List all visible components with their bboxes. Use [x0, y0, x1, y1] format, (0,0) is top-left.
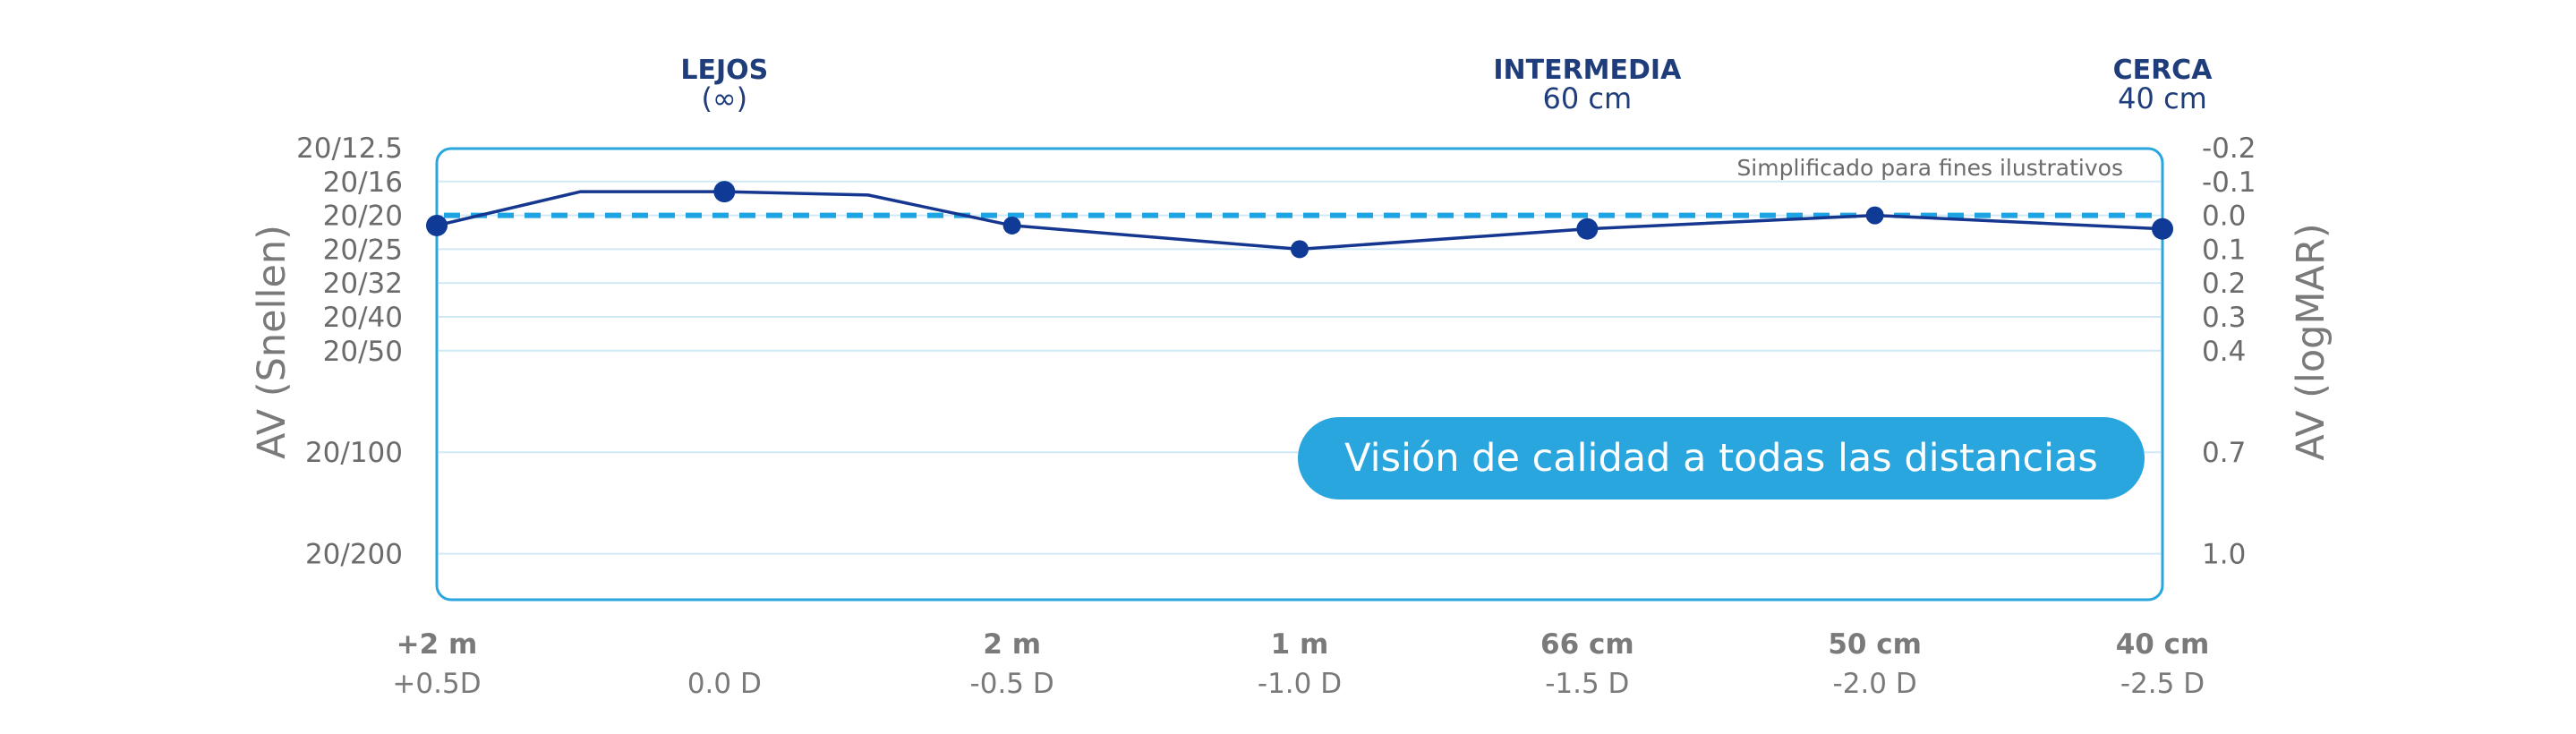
logmar-tick-label: -0.2 — [2202, 132, 2256, 165]
zone-name-label: CERCA — [2113, 55, 2213, 86]
logmar-tick-label: 0.7 — [2202, 437, 2246, 469]
x-tick-labels: +2 m +0.5D 0.0 D 2 m -0.5 D 1 m -1.0 D 66 cm -1.… — [392, 628, 2209, 700]
data-point — [426, 214, 448, 236]
x-tick-diopter-label: -0.5 D — [970, 668, 1054, 700]
snellen-tick-label: 20/50 — [323, 336, 403, 368]
x-tick-distance-label: 1 m — [1271, 628, 1329, 661]
snellen-tick-label: 20/25 — [323, 234, 403, 266]
left-axis-title: AV (Snellen) — [250, 225, 294, 459]
zone-sub-label: 40 cm — [2118, 81, 2207, 115]
logmar-tick-labels: -0.2-0.10.00.10.20.30.4 0.7 1.0 — [2202, 132, 2256, 571]
x-tick-diopter-label: 0.0 D — [687, 668, 762, 700]
x-tick-distance-label: 2 m — [983, 628, 1041, 661]
x-tick-distance-label: 50 cm — [1828, 628, 1922, 661]
data-point — [1865, 206, 1884, 225]
zone-name-label: INTERMEDIA — [1493, 55, 1682, 86]
snellen-tick-label: 20/16 — [323, 166, 403, 199]
logmar-tick-label: 0.4 — [2202, 336, 2246, 368]
snellen-tick-label: 20/20 — [323, 201, 403, 233]
x-tick-distance-label: 40 cm — [2116, 628, 2210, 661]
data-point — [2152, 218, 2173, 240]
right-axis-title: AV (logMAR) — [2289, 223, 2333, 460]
zone-name-label: LEJOS — [680, 55, 768, 86]
series-layer — [426, 181, 2173, 259]
logmar-tick-label: 1.0 — [2202, 539, 2246, 571]
data-point — [1002, 216, 1021, 235]
logmar-tick-label: 0.0 — [2202, 201, 2246, 233]
x-tick-diopter-label: -2.0 D — [1833, 668, 1917, 700]
snellen-tick-label: 20/12.5 — [296, 132, 403, 165]
note-text: Simplificado para fines ilustrativos — [1736, 155, 2123, 181]
data-point — [713, 181, 736, 203]
logmar-tick-label: 0.1 — [2202, 234, 2246, 266]
badge-text: Visión de calidad a todas las distancias — [1344, 436, 2098, 481]
logmar-tick-label: 0.2 — [2202, 268, 2246, 300]
plot-frame — [435, 147, 2164, 602]
logmar-tick-label: -0.1 — [2202, 166, 2256, 199]
snellen-tick-label: 20/40 — [323, 302, 403, 334]
snellen-tick-label: 20/200 — [305, 539, 403, 571]
zone-sub-label: (∞) — [702, 81, 748, 115]
quality-badge: Visión de calidad a todas las distancias — [1298, 417, 2145, 499]
x-tick-distance-label: 66 cm — [1540, 628, 1634, 661]
x-tick-diopter-label: -2.5 D — [2120, 668, 2205, 700]
badge-background — [1298, 417, 2145, 499]
x-tick-diopter-label: -1.0 D — [1258, 668, 1342, 700]
x-tick-distance-label: +2 m — [397, 628, 478, 661]
data-point — [1291, 240, 1309, 259]
logmar-tick-label: 0.3 — [2202, 302, 2246, 334]
x-tick-diopter-label: -1.5 D — [1545, 668, 1629, 700]
snellen-tick-label: 20/100 — [305, 437, 403, 469]
data-point — [1576, 218, 1599, 240]
snellen-tick-label: 20/32 — [323, 268, 403, 300]
zone-sub-label: 60 cm — [1543, 81, 1633, 115]
x-tick-diopter-label: +0.5D — [392, 668, 481, 700]
